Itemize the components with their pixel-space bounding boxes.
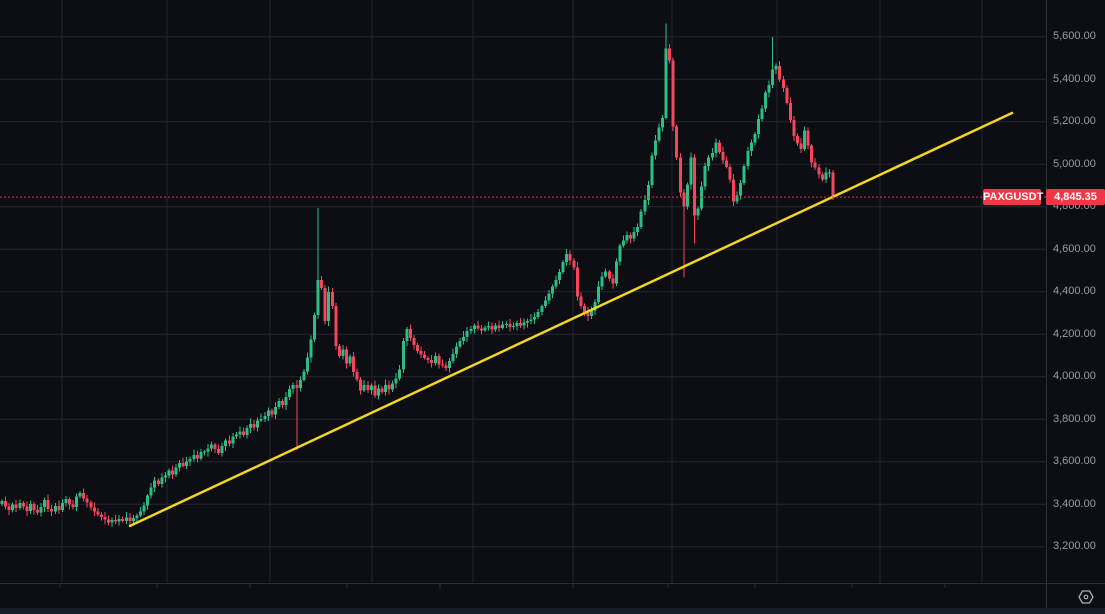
time-axis[interactable]: AugSepOctNovDec2026FebMarAprMay	[0, 584, 1105, 607]
price-axis-label: 3,400.00	[1053, 497, 1096, 510]
price-axis-label: 4,400.00	[1053, 285, 1096, 298]
trendline[interactable]	[128, 111, 1014, 528]
price-axis-label: 5,600.00	[1053, 30, 1096, 43]
price-axis-label: 5,400.00	[1053, 72, 1096, 85]
price-axis-label: 3,800.00	[1053, 412, 1096, 425]
price-axis-label: 4,600.00	[1053, 242, 1096, 255]
bottom-strip	[0, 608, 1105, 614]
price-axis-label: 4,000.00	[1053, 370, 1096, 383]
settings-icon[interactable]	[1077, 588, 1095, 606]
price-axis[interactable]: 5,600.00 5,400.00 5,200.00 5,000.00 4,800.00…	[1047, 0, 1105, 583]
symbol-price-badge: PAXGUSDT	[983, 189, 1044, 205]
last-price-badge: 4,845.35	[1046, 189, 1105, 205]
price-axis-label: 5,000.00	[1053, 157, 1096, 170]
price-axis-label: 4,200.00	[1053, 327, 1096, 340]
candlestick-series	[0, 23, 835, 527]
price-axis-label: 5,200.00	[1053, 115, 1096, 128]
price-axis-label: 3,200.00	[1053, 540, 1096, 553]
price-axis-label: 3,600.00	[1053, 455, 1096, 468]
